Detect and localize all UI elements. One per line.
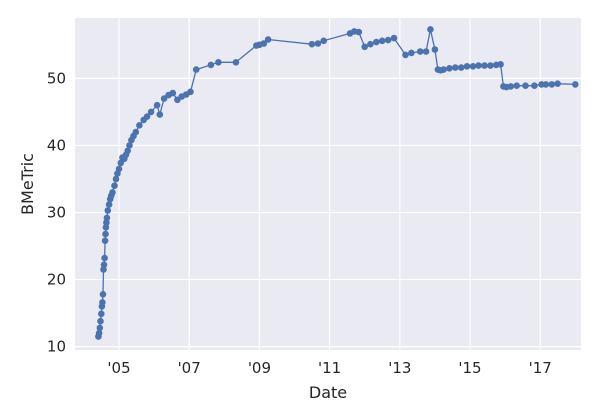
data-point [572,81,579,88]
data-point [132,128,140,136]
data-point [192,66,200,73]
data-point [378,37,386,45]
plot-background [75,18,581,350]
data-point [101,254,108,262]
y-tick-label: 10 [47,338,66,356]
data-point [126,142,133,149]
data-point [367,40,374,48]
data-point [169,89,177,97]
data-point [457,64,465,71]
x-tick-label: '13 [388,359,411,377]
data-point [187,88,194,96]
data-point [147,108,155,116]
data-point [361,43,369,51]
data-point [99,291,107,298]
data-point [440,66,447,73]
data-point [384,36,392,44]
x-tick-label: '09 [248,359,271,377]
data-point [446,65,453,72]
data-point [475,62,482,69]
data-point [160,95,168,102]
data-point [416,48,424,55]
y-tick-label: 40 [47,136,66,154]
x-tick-label: '07 [178,359,201,377]
data-point [513,82,520,89]
data-point [554,80,561,87]
data-points-group [95,26,579,340]
data-point [143,113,151,120]
data-point [104,207,112,214]
x-tick-labels: '05 '07 '09 '11 '13 '15 '17 [107,359,551,377]
data-point [314,40,322,47]
data-point [103,214,111,222]
data-point [427,26,434,33]
y-tick-label: 20 [47,271,66,289]
data-point [153,101,161,109]
data-point [264,36,272,43]
data-point [97,317,104,325]
data-point [431,46,439,53]
x-tick-label: '15 [458,359,481,377]
data-point [542,81,550,88]
data-point [373,38,380,46]
data-point [487,62,494,69]
data-point [124,147,131,155]
data-point [95,329,103,337]
data-point [507,83,515,90]
data-point [98,310,105,318]
data-point [232,59,240,66]
data-point [308,40,316,48]
y-axis-label: BMeTric [18,153,37,215]
data-point [481,62,488,69]
data-point [422,48,430,55]
data-point [390,34,398,42]
data-point [463,63,471,70]
data-point [111,182,118,189]
data-point [96,324,104,332]
data-point [497,61,504,68]
data-point [102,230,109,238]
data-point [105,201,113,208]
data-point [469,63,477,70]
x-tick-label: '05 [107,359,130,377]
data-point [260,40,268,47]
data-point [156,111,164,118]
data-point [207,61,215,69]
x-axis-label: Date [309,383,347,402]
data-point [101,237,109,244]
data-point [115,165,123,173]
y-tick-labels: 10 20 30 40 50 [47,69,66,355]
data-point [452,64,459,71]
data-point [402,51,409,59]
y-tick-label: 30 [47,204,66,222]
data-point [355,28,363,36]
data-point [99,299,106,306]
x-tick-label: '11 [318,359,341,377]
data-point [408,49,415,57]
data-point [100,261,108,269]
data-point [109,189,116,196]
data-point [320,37,328,45]
data-point [215,59,222,66]
data-point [112,175,120,183]
data-point [531,82,538,89]
data-point [522,82,529,89]
y-tick-label: 50 [47,69,66,87]
grid-lines [75,18,581,350]
data-point [136,122,143,129]
x-tick-label: '17 [529,359,552,377]
data-point [548,81,556,88]
